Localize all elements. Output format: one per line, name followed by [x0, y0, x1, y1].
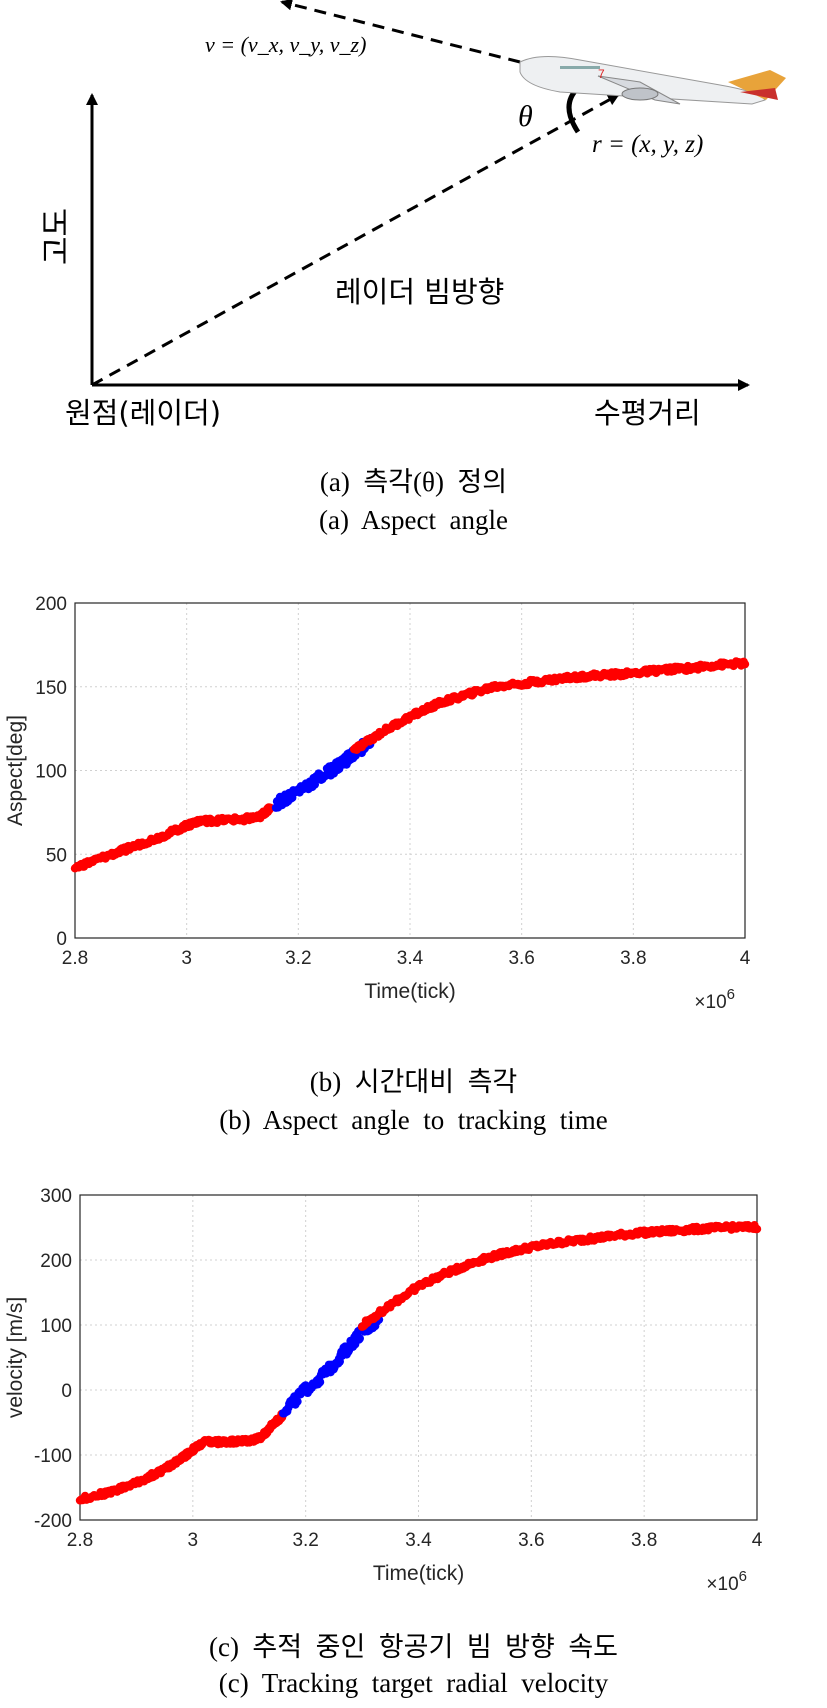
x-tick-label: 3.2	[285, 948, 311, 969]
aspect-angle-chart: 2.8 3 3.2 3.4 3.6 3.8 4 0 50 100 150 200 Time(tick) A…	[4, 594, 751, 1013]
x-tick-label: 4	[740, 948, 751, 969]
figure-b-caption-ko: (b) 시간대비 측각	[309, 1067, 518, 1097]
theta-arc	[566, 86, 581, 134]
y-tick-label: 0	[56, 929, 67, 950]
x-tick-label: 3.4	[405, 1530, 432, 1551]
x-tick-label: 4	[752, 1530, 763, 1551]
horizontal-range-label: 수평거리	[594, 396, 701, 430]
data-point	[355, 1334, 364, 1343]
x-tick-label: 3.6	[518, 1530, 544, 1551]
x-tick-label: 3	[181, 948, 192, 969]
theta-label: θ	[518, 100, 533, 133]
y-tick-label: 50	[46, 845, 67, 866]
y-tick-label: -100	[34, 1446, 72, 1467]
y-tick-label: 0	[61, 1381, 72, 1402]
x-tick-label: 3	[188, 1530, 199, 1551]
velocity-vector-line	[280, 0, 521, 64]
svg-text:7: 7	[598, 67, 605, 81]
y-axis-label: Aspect[deg]	[4, 715, 27, 826]
origin-label: 원점(레이더)	[65, 396, 221, 430]
altitude-label: 고도	[39, 208, 75, 265]
radar-beam-line	[91, 93, 620, 387]
y-axis-label: velocity [m/s]	[4, 1297, 27, 1418]
x-tick-label: 2.8	[62, 948, 88, 969]
x-tick-label: 3.8	[620, 948, 646, 969]
y-tick-label: 200	[40, 1251, 72, 1272]
y-tick-label: 300	[40, 1186, 72, 1207]
beam-direction-label: 레이더 빔방향	[335, 275, 504, 309]
x-tick-label: 3.6	[508, 948, 534, 969]
y-tick-label: 100	[35, 762, 67, 783]
plot-frame	[79, 1194, 758, 1521]
data-point	[315, 1377, 325, 1387]
x-tick-label: 3.4	[397, 948, 424, 969]
figure-c-caption-ko: (c) 추적 중인 항공기 빔 방향 속도	[208, 1632, 619, 1662]
figure-b-caption-en: (b) Aspect angle to tracking time	[219, 1105, 608, 1135]
y-tick-label: -200	[34, 1511, 72, 1532]
x-multiplier-label: ×106	[694, 986, 735, 1013]
range-vector-label: r = (x, y, z)	[592, 131, 703, 158]
x-tick-label: 3.8	[631, 1530, 657, 1551]
data-point	[740, 659, 750, 669]
y-tick-label: 100	[40, 1316, 72, 1337]
x-axis-label: Time(tick)	[373, 1562, 464, 1585]
figure-a-caption-ko: (a) 측각(θ) 정의	[319, 467, 508, 497]
x-tick-label: 3.2	[292, 1530, 318, 1551]
data-point	[752, 1224, 762, 1234]
airplane-icon: 7	[519, 56, 786, 105]
x-multiplier-label: ×106	[706, 1568, 747, 1595]
x-axis-label: Time(tick)	[364, 980, 455, 1003]
data-point	[293, 1397, 302, 1406]
y-tick-label: 150	[35, 678, 67, 699]
plot-frame	[74, 602, 746, 939]
velocity-vector-label: v = (v_x, v_y, v_z)	[205, 32, 366, 57]
radial-velocity-chart: 2.8 3 3.2 3.4 3.6 3.8 4 -200 -100 0 100 200 300 Time(…	[4, 1186, 763, 1595]
y-tick-label: 200	[35, 594, 67, 615]
x-tick-label: 2.8	[67, 1530, 93, 1551]
figure-a-caption-en: (a) Aspect angle	[319, 505, 508, 535]
figure-c-caption-en: (c) Tracking target radial velocity	[218, 1668, 609, 1698]
aspect-angle-diagram: 7 v = (v_x, v_y, v_z) θ r = (x, y, z) 고도…	[39, 0, 786, 430]
